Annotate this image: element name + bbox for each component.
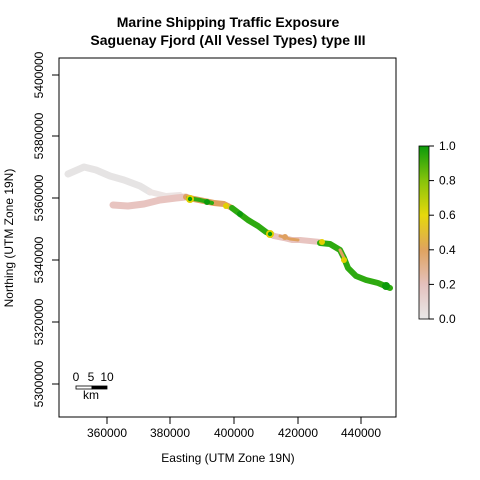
- y-tick-label: 5400000: [32, 51, 46, 98]
- y-axis: 5300000 5320000 5340000 5360000 5380000 54000…: [32, 51, 60, 407]
- scale-tick-5: 5: [88, 370, 95, 384]
- hotspot-marker: [237, 211, 243, 217]
- y-tick-label: 5360000: [32, 174, 46, 221]
- x-axis: 360000 380000 400000 420000 440000: [87, 416, 381, 440]
- scale-bar: 0 5 10 km: [73, 370, 114, 402]
- scale-unit: km: [83, 388, 99, 402]
- y-axis-label: Northing (UTM Zone 19N): [2, 169, 16, 308]
- hotspot-marker: [341, 257, 347, 263]
- fjord-midlow-segment: [338, 248, 346, 260]
- map-title-line1: Marine Shipping Traffic Exposure: [117, 14, 340, 30]
- hotspot-marker: [282, 234, 288, 240]
- y-tick-label: 5300000: [32, 360, 46, 407]
- hotspot-marker: [319, 239, 325, 245]
- scale-tick-0: 0: [73, 370, 80, 384]
- fjord-low-segment: [109, 193, 190, 210]
- fjord-upstream-segment: [64, 163, 154, 196]
- fjord-exposure-layer: [64, 163, 393, 291]
- x-tick-label: 400000: [214, 426, 254, 440]
- x-tick-label: 420000: [278, 426, 318, 440]
- y-tick-label: 5320000: [32, 298, 46, 345]
- legend-tick-label: 0.4: [439, 243, 456, 257]
- legend-gradient: [418, 145, 430, 320]
- x-tick-label: 440000: [341, 426, 381, 440]
- legend-colorbar: 0.0 0.2 0.4 0.6 0.8 1.0: [418, 139, 456, 326]
- legend-tick-label: 0.0: [439, 312, 456, 326]
- y-tick-label: 5340000: [32, 236, 46, 283]
- legend-tick-label: 1.0: [439, 139, 456, 153]
- scale-bar-segment-black: [91, 385, 108, 390]
- scale-tick-10: 10: [100, 370, 114, 384]
- hotspot-marker: [267, 231, 273, 237]
- x-tick-label: 360000: [87, 426, 127, 440]
- hotspot-marker: [223, 203, 229, 209]
- fjord-high-segment: [317, 240, 393, 291]
- map-title-line2: Saguenay Fjord (All Vessel Types) type I…: [90, 32, 365, 48]
- hotspot-marker: [204, 199, 210, 205]
- x-tick-label: 380000: [150, 426, 190, 440]
- legend-tick-label: 0.8: [439, 174, 456, 188]
- x-axis-label: Easting (UTM Zone 19N): [161, 451, 294, 465]
- hotspot-marker: [187, 196, 193, 202]
- legend-tick-label: 0.6: [439, 208, 456, 222]
- hotspot-marker: [382, 282, 390, 290]
- y-tick-label: 5380000: [32, 112, 46, 159]
- legend-tick-label: 0.2: [439, 277, 456, 291]
- plot-frame: [58, 57, 397, 418]
